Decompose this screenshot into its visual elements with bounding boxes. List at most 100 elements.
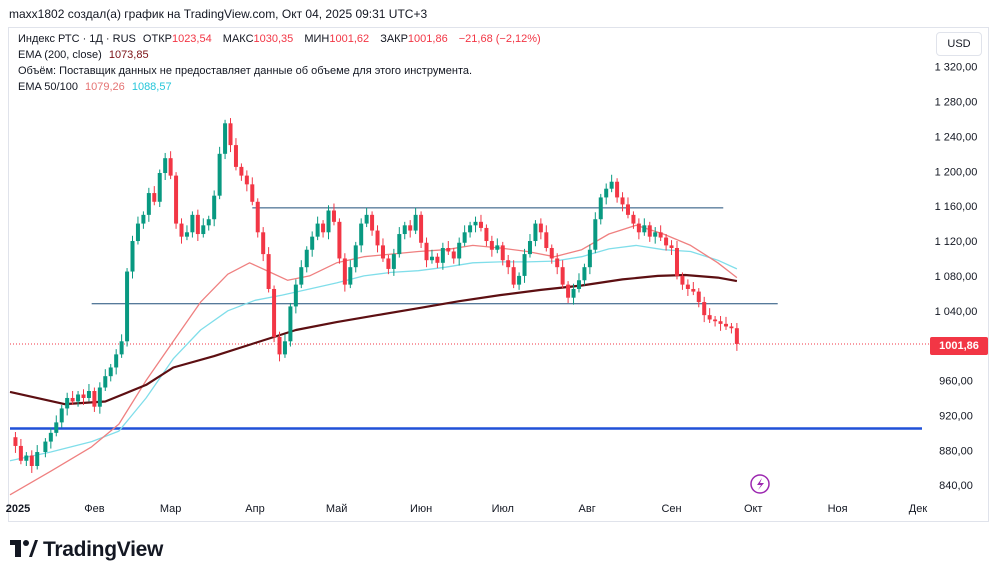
y-tick-label: 920,00 [939,410,973,422]
legend-ema200-row[interactable]: EMA (200, close) 1073,85 [18,49,153,61]
candle-body [108,367,113,377]
candle-body [658,232,663,238]
ema200-line [9,273,738,406]
candle-body [282,341,287,355]
x-tick-label: Окт [744,503,763,515]
candle-body [326,210,331,233]
legend-ohlc-row: Индекс РТС · 1Д · RUS ОТКР1023,54 МАКС10… [18,33,545,45]
candle-body [620,197,625,205]
candle-body [413,214,418,231]
candle-body [18,445,23,461]
candle-body [642,225,647,233]
candle-body [533,223,538,242]
candle-body [163,158,168,174]
candle-body [609,181,614,189]
candle-body [97,387,102,407]
candle-body [201,225,206,235]
x-tick-label: Июн [410,503,432,515]
candle-body [250,184,255,202]
last-price-label: 1001,86 [930,337,988,355]
candle-body [680,275,685,285]
legend-ema50-value: 1079,26 [85,81,125,93]
legend-volume-row: Объём: Поставщик данных не предоставляет… [18,65,476,77]
candle-body [462,232,467,243]
candle-body [729,326,734,329]
candle-body [713,319,718,322]
candle-body [468,225,473,233]
candle-body [364,214,369,224]
candle-body [478,221,483,228]
candle-body [304,249,309,268]
candle-body [212,195,217,220]
legend-volume-text: Объём: Поставщик данных не предоставляет… [18,65,473,77]
candle-body [380,245,385,259]
y-tick-label: 840,00 [939,480,973,492]
candle-body [549,247,554,259]
legend-open: ОТКР1023,54 [142,33,212,45]
x-tick-label: Ноя [828,503,848,515]
y-tick-label: 1 080,00 [935,271,978,283]
candle-body [179,223,184,237]
candle-body [81,394,86,398]
legend-close: ЗАКР1001,86 [380,33,448,45]
candle-body [266,254,271,289]
candle-body [631,214,636,224]
candle-body [571,288,576,298]
y-tick-label: 1 240,00 [935,131,978,143]
x-tick-label: 2025 [6,503,30,515]
y-tick-label: 1 320,00 [935,62,978,74]
candle-body [190,214,195,233]
candle-body [457,242,462,259]
legend-symbol[interactable]: Индекс РТС · 1Д · RUS [18,33,136,45]
tradingview-logo[interactable]: TradingView [10,538,163,562]
candle-body [24,455,29,461]
candle-body [707,315,712,320]
candle-body [517,275,522,285]
candle-body [76,394,81,402]
candle-body [119,341,124,355]
candle-body [331,210,336,222]
legend-ema-pair-row[interactable]: EMA 50/100 1079,26 1088,57 [18,81,176,93]
candle-body [342,258,347,285]
candle-body [288,306,293,342]
candle-body [419,214,424,243]
candle-body [13,437,18,446]
candle-body [674,247,679,276]
x-tick-label: Дек [909,503,928,515]
candle-body [299,267,304,285]
legend-ema200-value: 1073,85 [108,49,149,61]
candle-body [375,230,380,246]
candle-body [527,241,532,255]
legend-high: МАКС1030,35 [222,33,294,45]
currency-button[interactable]: USD [936,32,982,56]
legend-low: МИН1001,62 [304,33,370,45]
y-tick-label: 1 160,00 [935,201,978,213]
chart-frame [8,27,989,522]
candle-body [391,254,396,269]
ema50-line [9,224,738,496]
candle-body [272,288,277,337]
ema100-line [9,244,738,462]
candle-body [397,234,402,255]
candle-body [669,245,674,248]
x-tick-label: Май [326,503,348,515]
candle-body [125,271,130,342]
y-tick-label: 1 280,00 [935,97,978,109]
candle-body [702,302,707,316]
x-tick-label: Сен [661,503,681,515]
tradingview-logo-text: TradingView [43,538,164,561]
y-tick-label: 1 040,00 [935,306,978,318]
candle-body [217,153,222,196]
candle-body [664,237,669,246]
candle-body [625,204,630,215]
y-tick-label: 960,00 [939,376,973,388]
candle-body [653,232,658,237]
candle-body [277,336,282,355]
candle-body [500,245,505,261]
candle-body [293,284,298,307]
candle-body [157,173,162,202]
candle-body [615,181,620,198]
candle-body [522,254,527,276]
candle-body [386,258,391,269]
